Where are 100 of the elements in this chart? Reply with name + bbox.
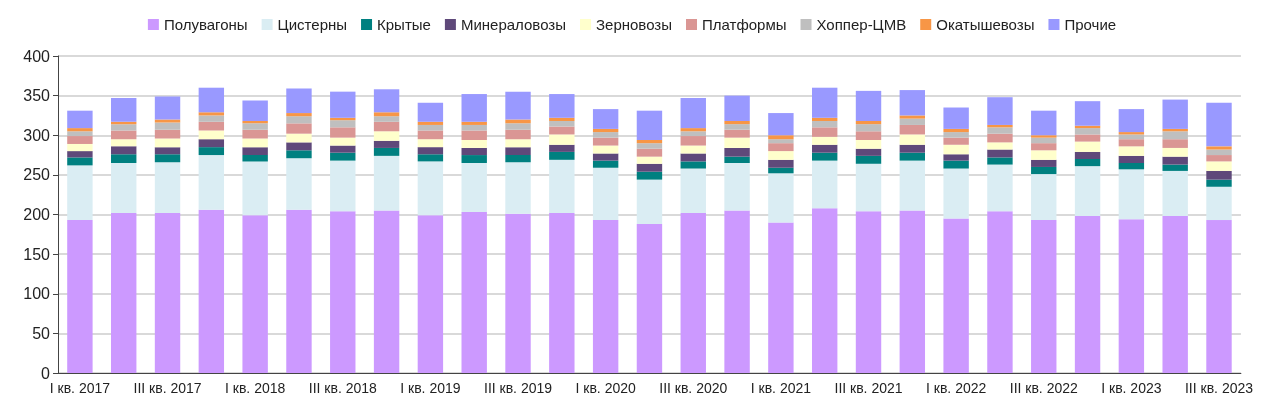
- bar: [1074, 134, 1101, 142]
- bar: [899, 124, 926, 135]
- bar: [680, 98, 706, 129]
- bar: [198, 130, 225, 140]
- bar: [768, 222, 794, 373]
- bar: [1031, 159, 1057, 167]
- x-tick-label: I кв. 2021: [750, 380, 812, 396]
- bar: [855, 163, 882, 212]
- bar: [111, 146, 137, 155]
- bar: [373, 155, 400, 211]
- bar: [943, 154, 969, 161]
- bar: [1031, 166, 1057, 175]
- bar: [1118, 155, 1145, 163]
- bar: [330, 127, 356, 138]
- bar: [549, 212, 575, 373]
- bar: [417, 147, 444, 155]
- bar: [811, 152, 838, 161]
- bar: [987, 142, 1013, 150]
- bar: [154, 162, 181, 213]
- bar: [636, 140, 663, 144]
- bar: [636, 171, 663, 180]
- bar: [242, 155, 268, 162]
- bar: [1162, 156, 1188, 165]
- bar: [373, 210, 400, 373]
- bar: [461, 130, 487, 141]
- bar: [198, 139, 225, 148]
- bar: [505, 155, 531, 163]
- bar: [461, 162, 487, 213]
- bar: [417, 130, 444, 140]
- x-tick-label: I кв. 2023: [1101, 380, 1162, 396]
- bar: [1206, 186, 1232, 221]
- bar: [680, 131, 706, 137]
- bar: [286, 158, 312, 210]
- bar: [286, 113, 312, 117]
- bar: [1118, 109, 1145, 133]
- legend-label: Хоппер-ЦМВ: [816, 16, 907, 33]
- x-tick-label: III кв. 2019: [483, 380, 553, 396]
- bar: [286, 209, 312, 373]
- bar: [1206, 179, 1232, 187]
- bar: [987, 211, 1013, 373]
- bar: [242, 129, 268, 139]
- bar: [461, 121, 487, 125]
- legend-label: Зерновозы: [595, 16, 672, 33]
- bar: [592, 160, 619, 168]
- bar: [1162, 139, 1188, 148]
- bar: [67, 136, 93, 144]
- bar: [373, 147, 400, 156]
- bar: [899, 118, 926, 125]
- x-tick-label: I кв. 2022: [926, 380, 987, 396]
- bar: [943, 128, 969, 133]
- bar: [67, 157, 93, 166]
- bar: [505, 162, 531, 214]
- y-tick-label: 150: [23, 245, 51, 263]
- bar: [1031, 150, 1057, 160]
- bar: [768, 113, 794, 136]
- bar: [154, 122, 181, 130]
- bar: [724, 124, 750, 130]
- bar: [154, 154, 181, 163]
- bar: [768, 143, 794, 152]
- bar: [373, 89, 400, 113]
- bar: [417, 215, 444, 373]
- bar: [1206, 149, 1232, 156]
- bar: [943, 218, 969, 373]
- x-tick-label: III кв. 2017: [133, 380, 202, 396]
- bar: [592, 167, 619, 221]
- bar: [198, 155, 225, 210]
- legend-label: Цистерны: [277, 16, 348, 33]
- bar: [724, 129, 750, 138]
- bar: [592, 220, 619, 373]
- bar: [855, 155, 882, 164]
- bar: [1074, 166, 1101, 217]
- bar: [417, 102, 444, 122]
- bar: [154, 129, 181, 139]
- bar: [67, 165, 93, 221]
- y-tick-label: 100: [23, 285, 51, 303]
- bar: [67, 131, 93, 137]
- bar: [198, 87, 225, 113]
- bar: [242, 100, 268, 121]
- bar: [592, 128, 619, 133]
- bar: [724, 156, 750, 163]
- legend-label: Минераловозы: [460, 16, 566, 33]
- bar: [330, 120, 356, 128]
- bar: [549, 94, 575, 118]
- bar: [1162, 170, 1188, 217]
- bar: [242, 215, 268, 373]
- bar: [1031, 174, 1057, 221]
- bar: [154, 212, 181, 373]
- bar: [987, 127, 1013, 134]
- bar: [636, 163, 663, 172]
- x-tick-label: III кв. 2020: [659, 380, 728, 396]
- bar: [1206, 220, 1232, 373]
- bar: [111, 162, 137, 213]
- bar: [768, 139, 794, 144]
- bar: [1031, 143, 1057, 151]
- y-tick-label: 400: [23, 47, 51, 65]
- bar: [855, 124, 882, 132]
- bar: [811, 144, 838, 153]
- legend-label: Окатышевозы: [936, 16, 1035, 33]
- bar: [811, 136, 838, 145]
- bar: [811, 127, 838, 137]
